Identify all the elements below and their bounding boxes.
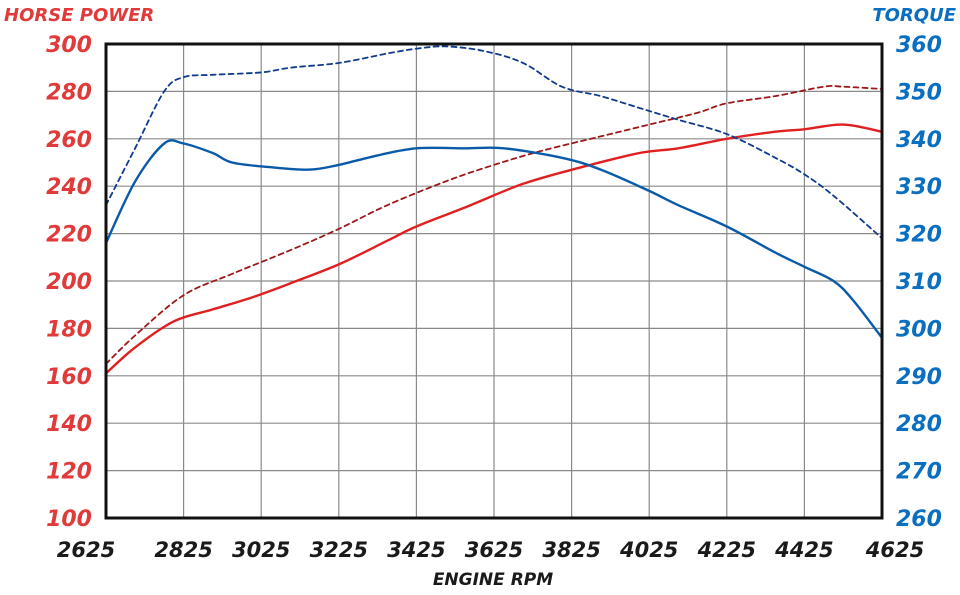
x-axis-title: ENGINE RPM (433, 570, 553, 590)
x-tick-label: 4225 (697, 538, 756, 562)
torque-solid-line (104, 139, 884, 340)
right-tick-label: 340 (896, 128, 942, 153)
x-tick-label: 3425 (387, 538, 445, 562)
x-tick-label: 3825 (542, 538, 600, 562)
left-tick-label: 200 (46, 270, 92, 295)
x-tick-label: 4625 (865, 538, 924, 562)
right-axis-title: TORQUE (872, 5, 956, 26)
x-tick-label: 2825 (154, 538, 212, 562)
horsepower-dashed-line (105, 84, 883, 365)
plot-frame (104, 42, 884, 520)
x-tick-label: 4425 (774, 538, 833, 562)
right-tick-label: 280 (896, 412, 942, 437)
left-tick-label: 300 (46, 33, 92, 58)
left-tick-label: 120 (46, 460, 92, 485)
right-tick-label: 330 (896, 175, 942, 200)
left-tick-label: 220 (46, 223, 92, 248)
grid-lines (106, 44, 882, 518)
x-tick-label: 3225 (310, 538, 368, 562)
right-tick-label: 270 (896, 460, 942, 485)
right-tick-label: 320 (896, 223, 942, 248)
left-tick-label: 280 (46, 80, 92, 105)
left-tick-label: 160 (46, 365, 92, 390)
left-tick-label: 260 (46, 128, 92, 153)
right-axis-ticks: 360 350 340 330 320 310 300 290 280 270 260 (896, 33, 942, 532)
horsepower-solid-line (104, 123, 884, 375)
right-tick-label: 300 (896, 317, 942, 342)
x-tick-label: 2625 (57, 538, 115, 562)
series-layer (104, 45, 884, 375)
x-tick-label: 4025 (619, 538, 678, 562)
x-tick-label: 3625 (465, 538, 523, 562)
x-axis-ticks: 2625 2825 3025 3225 3425 3625 3825 4025 4225 4425… (57, 538, 924, 562)
right-tick-label: 310 (896, 270, 942, 295)
left-axis-ticks: 300 280 260 240 220 200 180 160 140 120 100 (46, 33, 92, 532)
right-tick-label: 260 (896, 507, 942, 532)
right-tick-label: 290 (896, 365, 942, 390)
left-tick-label: 180 (46, 317, 92, 342)
torque-dashed-line (105, 45, 883, 240)
right-tick-label: 360 (896, 33, 942, 58)
left-tick-label: 240 (46, 175, 92, 200)
x-tick-label: 3025 (232, 538, 290, 562)
left-axis-title: HORSE POWER (4, 5, 154, 26)
left-tick-label: 100 (46, 507, 92, 532)
left-tick-label: 140 (46, 412, 92, 437)
right-tick-label: 350 (896, 80, 942, 105)
